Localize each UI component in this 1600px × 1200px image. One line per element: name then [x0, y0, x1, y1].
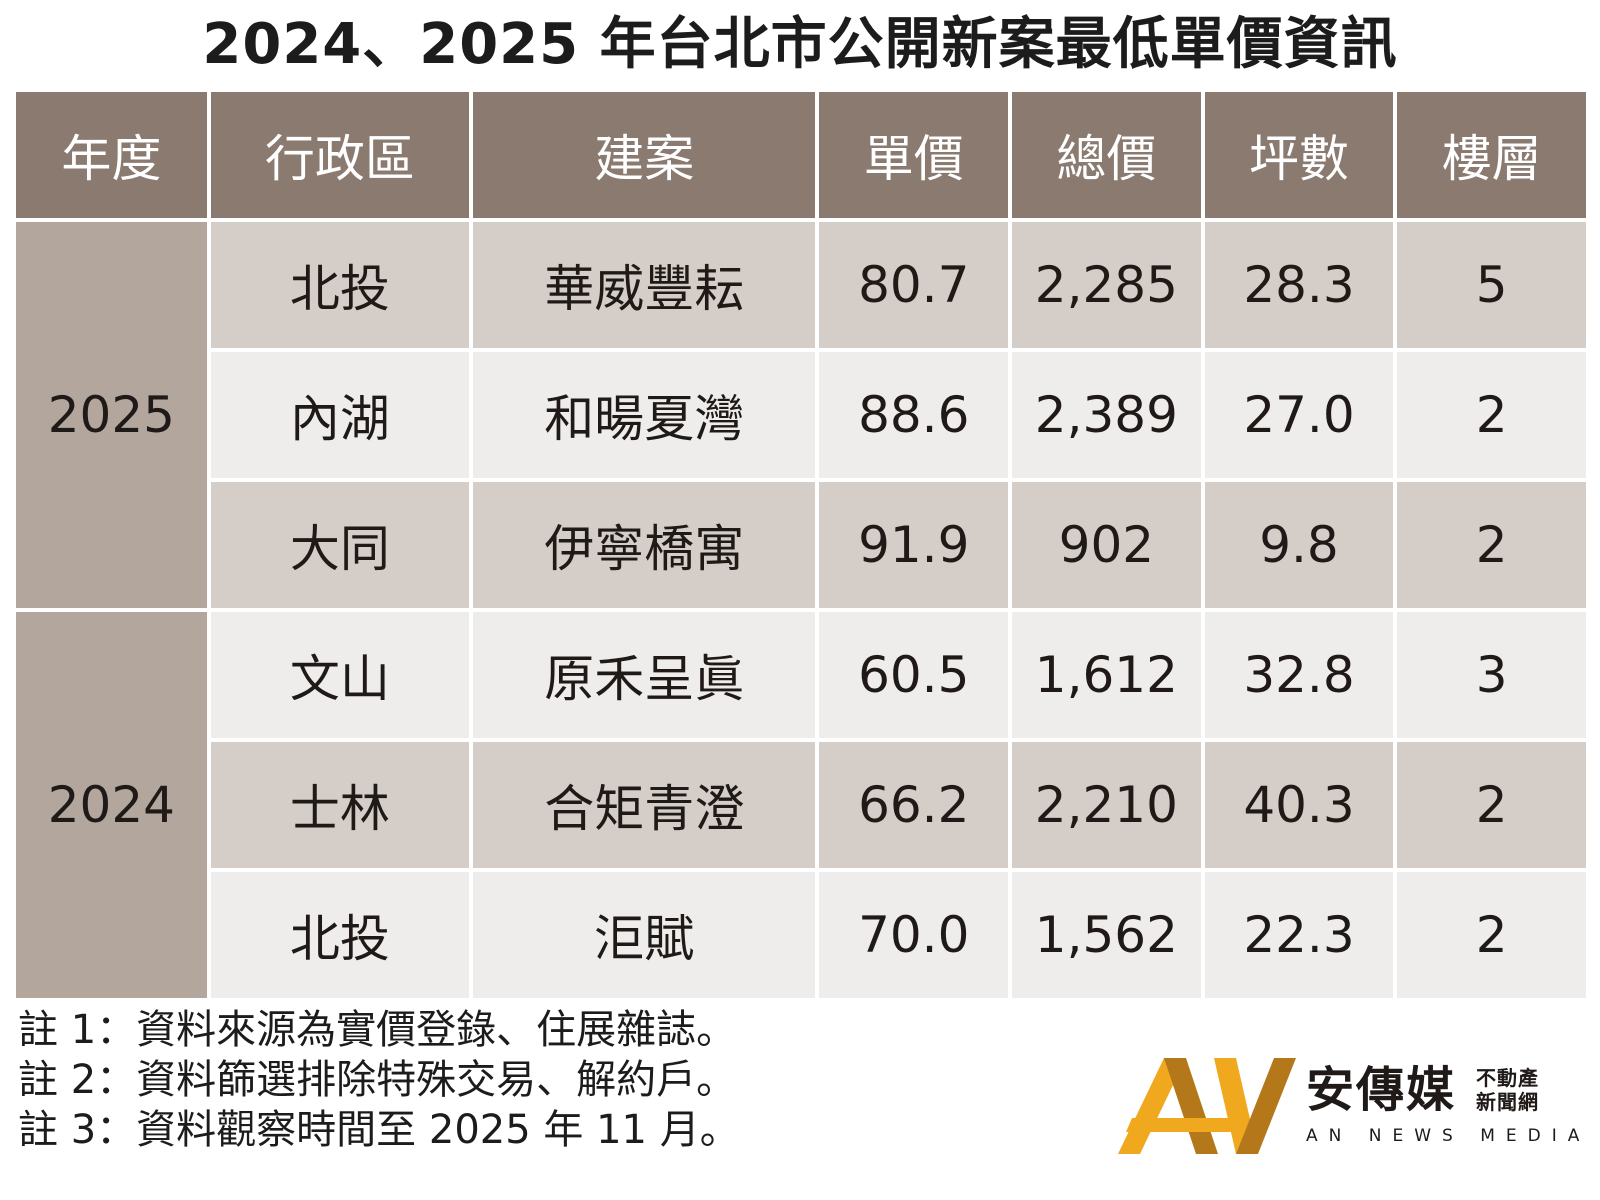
area-cell: 22.3	[1204, 872, 1394, 998]
district-cell: 文山	[210, 612, 470, 738]
project-cell: 伊寧橋寓	[473, 482, 816, 608]
district-cell: 內湖	[210, 352, 470, 478]
table-row: 北投 洰賦 70.0 1,562 22.3 2	[16, 872, 1586, 998]
header-district: 行政區	[210, 92, 470, 218]
project-cell: 原禾呈眞	[473, 612, 816, 738]
area-cell: 27.0	[1204, 352, 1394, 478]
area-cell: 9.8	[1204, 482, 1394, 608]
header-project: 建案	[473, 92, 816, 218]
total-price-cell: 902	[1012, 482, 1201, 608]
header-area: 坪數	[1204, 92, 1394, 218]
table-row: 士林 合矩青澄 66.2 2,210 40.3 2	[16, 742, 1586, 868]
header-year: 年度	[16, 92, 207, 218]
table-row: 大同 伊寧橋寓 91.9 902 9.8 2	[16, 482, 1586, 608]
table-row: 2024 文山 原禾呈眞 60.5 1,612 32.8 3	[16, 612, 1586, 998]
district-cell: 士林	[210, 742, 470, 868]
footnote-3: 註 3：資料觀察時間至 2025 年 11 月。	[18, 1107, 740, 1153]
district-cell: 大同	[210, 482, 470, 608]
unit-price-cell: 66.2	[819, 742, 1009, 868]
floor-cell: 2	[1397, 352, 1586, 478]
table-row: 內湖 和暘夏灣 88.6 2,389 27.0 2	[16, 352, 1586, 478]
area-cell: 40.3	[1204, 742, 1394, 868]
an-logo-mark-icon	[1118, 1058, 1296, 1154]
header-unit-price: 單價	[819, 92, 1009, 218]
year-cell: 2024	[16, 612, 207, 998]
brand-logo: 安傳媒 不動產新聞網 AN NEWS MEDIA	[1118, 1056, 1588, 1166]
project-cell: 洰賦	[473, 872, 816, 998]
floor-cell: 2	[1397, 872, 1586, 998]
total-price-cell: 2,210	[1012, 742, 1201, 868]
unit-price-cell: 91.9	[819, 482, 1009, 608]
unit-price-cell: 80.7	[819, 222, 1009, 348]
district-cell: 北投	[210, 222, 470, 348]
total-price-cell: 2,389	[1012, 352, 1201, 478]
total-price-cell: 1,562	[1012, 872, 1201, 998]
floor-cell: 3	[1397, 612, 1586, 738]
brand-name: 安傳媒	[1306, 1062, 1457, 1118]
year-cell: 2025	[16, 222, 207, 608]
floor-cell: 5	[1397, 222, 1586, 348]
unit-price-cell: 60.5	[819, 612, 1009, 738]
unit-price-cell: 70.0	[819, 872, 1009, 998]
footnote-1: 註 1：資料來源為實價登錄、住展雜誌。	[18, 1007, 737, 1053]
project-cell: 合矩青澄	[473, 742, 816, 868]
header-total-price: 總價	[1012, 92, 1201, 218]
area-cell: 32.8	[1204, 612, 1394, 738]
project-cell: 華威豐耘	[473, 222, 816, 348]
unit-price-cell: 88.6	[819, 352, 1009, 478]
header-floor: 樓層	[1397, 92, 1586, 218]
floor-cell: 2	[1397, 482, 1586, 608]
footnotes: 註 1：資料來源為實價登錄、住展雜誌。 註 2：資料篩選排除特殊交易、解約戶。 …	[18, 1005, 740, 1155]
floor-cell: 2	[1397, 742, 1586, 868]
table-header-row: 年度 行政區 建案 單價 總價 坪數 樓層	[16, 92, 1586, 218]
footnote-2: 註 2：資料篩選排除特殊交易、解約戶。	[18, 1057, 737, 1103]
table-row: 2025 北投 華威豐耘 80.7 2,285 28.3 5	[16, 222, 1586, 608]
brand-subtitle: 不動產新聞網	[1476, 1066, 1539, 1114]
area-cell: 28.3	[1204, 222, 1394, 348]
price-table: 年度 行政區 建案 單價 總價 坪數 樓層 2025 北投 華威豐耘 80.7 …	[12, 88, 1590, 1002]
total-price-cell: 2,285	[1012, 222, 1201, 348]
project-cell: 和暘夏灣	[473, 352, 816, 478]
district-cell: 北投	[210, 872, 470, 998]
brand-english-name: AN NEWS MEDIA	[1306, 1126, 1591, 1146]
page-title: 2024、2025 年台北市公開新案最低單價資訊	[202, 12, 1398, 77]
total-price-cell: 1,612	[1012, 612, 1201, 738]
